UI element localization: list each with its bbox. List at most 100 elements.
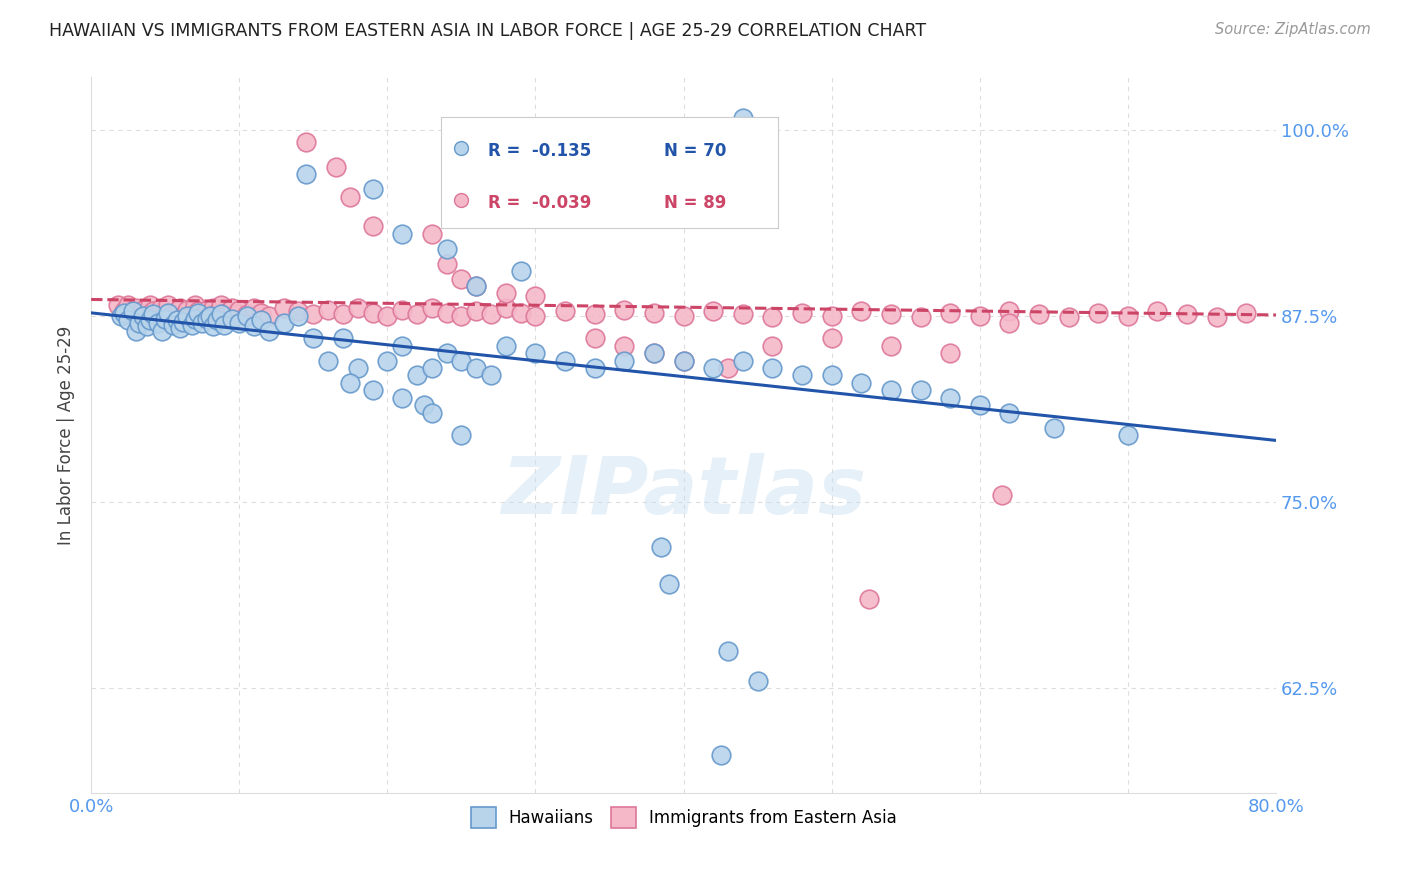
Point [761, 338, 783, 352]
Point [169, 320, 191, 334]
Point [250, 306, 273, 320]
Point [524, 309, 547, 323]
Point [316, 302, 339, 317]
Point [257, 309, 280, 323]
Point [339, 189, 361, 203]
Point [420, 227, 443, 241]
Point [554, 353, 576, 368]
Point [761, 310, 783, 325]
Point [176, 302, 198, 317]
Text: ZIPatlas: ZIPatlas [501, 453, 866, 532]
Point [821, 331, 844, 345]
Point [998, 406, 1021, 420]
Point [939, 391, 962, 405]
Point [149, 301, 172, 316]
Point [180, 318, 202, 332]
Point [524, 346, 547, 360]
Point [107, 298, 129, 312]
Point [1043, 420, 1066, 434]
Point [821, 368, 844, 383]
Point [450, 309, 472, 323]
Point [339, 376, 361, 390]
Point [790, 306, 813, 320]
Point [731, 307, 754, 321]
Point [1205, 310, 1227, 325]
Point [302, 331, 325, 345]
Point [228, 316, 250, 330]
Point [991, 488, 1014, 502]
Point [643, 346, 665, 360]
Point [172, 309, 194, 323]
Point [287, 309, 309, 323]
Point [191, 309, 214, 323]
Point [583, 361, 606, 376]
Point [211, 298, 233, 312]
Point [998, 304, 1021, 318]
Point [450, 353, 472, 368]
Point [225, 307, 247, 321]
Point [1175, 307, 1198, 321]
Point [205, 306, 228, 320]
Point [495, 338, 517, 352]
Point [135, 307, 157, 321]
Point [325, 160, 347, 174]
Point [198, 309, 221, 323]
Point [880, 307, 903, 321]
Point [162, 318, 184, 332]
Point [479, 368, 502, 383]
Y-axis label: In Labor Force | Age 25-29: In Labor Force | Age 25-29 [58, 326, 75, 545]
Point [658, 577, 681, 591]
Point [436, 257, 458, 271]
Point [465, 361, 488, 376]
Point [969, 309, 991, 323]
Point [316, 353, 339, 368]
Point [128, 309, 150, 323]
Point [205, 313, 228, 327]
Point [479, 307, 502, 321]
Text: Source: ZipAtlas.com: Source: ZipAtlas.com [1215, 22, 1371, 37]
Point [1087, 306, 1109, 320]
Point [406, 368, 429, 383]
Point [139, 298, 162, 312]
Point [495, 301, 517, 316]
Point [153, 311, 176, 326]
Point [132, 302, 155, 317]
Point [391, 227, 413, 241]
Point [180, 307, 202, 321]
Point [702, 361, 724, 376]
Point [672, 353, 695, 368]
Point [613, 302, 636, 317]
Point [761, 361, 783, 376]
Point [880, 338, 903, 352]
Point [142, 304, 165, 318]
Point [377, 353, 399, 368]
Point [195, 311, 218, 326]
Point [195, 302, 218, 317]
Point [346, 361, 368, 376]
Point [702, 304, 724, 318]
Point [112, 306, 135, 320]
Point [187, 306, 209, 320]
Point [361, 306, 384, 320]
Point [295, 167, 318, 181]
Point [201, 319, 224, 334]
Point [176, 309, 198, 323]
Point [150, 324, 173, 338]
Point [201, 301, 224, 316]
Legend: Hawaiians, Immigrants from Eastern Asia: Hawaiians, Immigrants from Eastern Asia [464, 801, 903, 834]
Point [406, 307, 429, 321]
Point [243, 301, 266, 316]
Point [139, 313, 162, 327]
Point [228, 302, 250, 317]
Point [1057, 310, 1080, 325]
Point [880, 384, 903, 398]
Point [166, 304, 188, 318]
Point [450, 271, 472, 285]
Point [187, 304, 209, 318]
Point [153, 306, 176, 320]
Point [747, 673, 769, 688]
Point [436, 242, 458, 256]
Point [420, 301, 443, 316]
Point [717, 361, 740, 376]
Point [136, 319, 159, 334]
